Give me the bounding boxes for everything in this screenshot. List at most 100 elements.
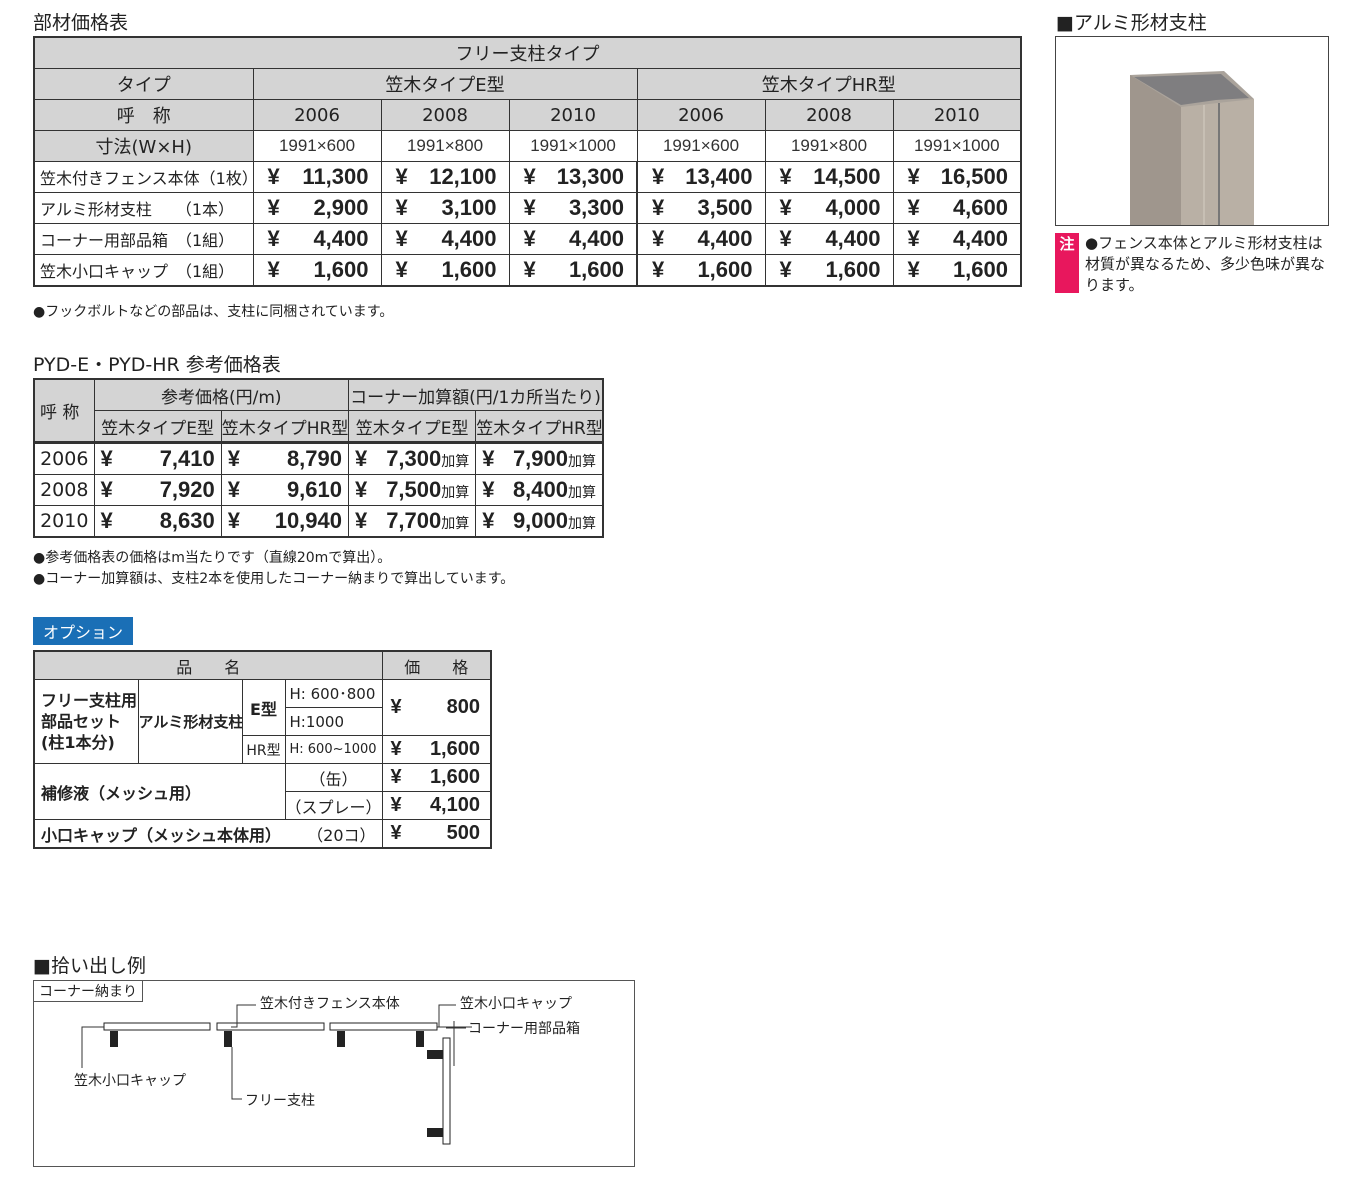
ref-hr: 笠木タイプHR型 (220, 410, 350, 443)
table-row: アルミ形材支柱 （1本） ¥2,900 ¥3,100 ¥3,300 ¥3,500 ¥4,0… (33, 192, 1022, 224)
ref-table: 呼 称参考価格(円/m) コーナー加算額(円/1カ所当たり) 笠木タイプE型 笠木タ… (33, 378, 604, 538)
main-note: ●フックボルトなどの部品は、支柱に同梱されています。 (33, 304, 394, 320)
price-cell: ¥1,600 (907, 257, 1009, 282)
corner-price: ¥8,400加算 (482, 477, 596, 502)
price-hr: ¥1,600 (390, 738, 480, 760)
table-row: コーナー用部品箱 （1組） ¥4,400 ¥4,400 ¥4,400 ¥4,400 ¥4,… (33, 223, 1022, 255)
ref-note-2: ●コーナー加算額は、支柱2本を使用したコーナー納まりで算出しています。 (33, 571, 515, 587)
corner-price: ¥7,900加算 (482, 446, 596, 471)
price-cell: ¥12,100 (395, 164, 497, 189)
price-cell: ¥4,600 (907, 195, 1009, 220)
corner-e: 笠木タイプE型 (347, 410, 477, 443)
price-cell: ¥1,600 (523, 257, 625, 282)
row-name: 2010 (33, 505, 95, 538)
label-cap-right: 笠木小口キャップ (460, 996, 572, 1012)
price-cell: ¥1,600 (395, 257, 497, 282)
product-size: 1991×600 (636, 130, 766, 162)
row-label: アルミ形材支柱 （1本） (33, 192, 254, 224)
product-size: 1991×1000 (892, 130, 1022, 162)
price-cell: ¥13,400 (652, 164, 753, 189)
post-image (1055, 36, 1329, 226)
ref-price: ¥8,790 (227, 446, 342, 471)
price-cell: ¥3,100 (395, 195, 497, 220)
diagram-box: コーナー納まり 笠木付きフェンス本体 笠木小口キャップ コーナー用部品箱 笠木小… (33, 980, 635, 1167)
h-name: 品 名 (33, 650, 383, 680)
price-cell: ¥4,400 (267, 226, 369, 251)
row-name: 2006 (33, 442, 95, 475)
side-title: ■アルミ形材支柱 (1056, 12, 1207, 34)
aluminum-post-illustration (1130, 71, 1254, 225)
corner-hr: 笠木タイプHR型 (475, 410, 604, 443)
price-cell: ¥1,600 (652, 257, 753, 282)
price-table: フリー支柱タイプ タイプ 笠木タイプE型 笠木タイプHR型 呼 称 2006 2008 2… (33, 36, 1022, 287)
corner-price: ¥7,300加算 (355, 446, 470, 471)
cap-qty: （20コ） (285, 819, 383, 849)
label-corner-box: コーナー用部品箱 (468, 1021, 580, 1037)
e-label: E型 (241, 679, 286, 736)
corner-price: ¥9,000加算 (482, 508, 596, 533)
product-name: 2010 (892, 99, 1022, 131)
box-label: コーナー納まり (34, 981, 143, 1002)
caption: フリー支柱タイプ (33, 36, 1022, 69)
price-cell: ¥4,400 (907, 226, 1009, 251)
table-row: 笠木小口キャップ （1組） ¥1,600 ¥1,600 ¥1,600 ¥1,600 ¥1,… (33, 254, 1022, 287)
ref-price: ¥8,630 (100, 508, 215, 533)
label-post: フリー支柱 (245, 1093, 315, 1109)
ref-title: PYD-E・PYD-HR 参考価格表 (33, 354, 281, 376)
h1: H: 600･800 (284, 679, 383, 708)
price-cell: ¥4,400 (652, 226, 753, 251)
cap-label: 小口キャップ（メッシュ本体用） (33, 819, 285, 849)
price-cell: ¥13,300 (523, 164, 625, 189)
repair-label: 補修液（メッシュ用） (33, 763, 285, 820)
hr-label: HR型 (241, 735, 286, 764)
corner-price: ¥7,500加算 (355, 477, 470, 502)
name-label: 呼 称 (33, 99, 254, 131)
price-cell: ¥2,900 (267, 195, 369, 220)
type-label: タイプ (33, 68, 254, 100)
price-cell: ¥4,400 (523, 226, 625, 251)
table-row: 笠木付きフェンス本体（1枚） ¥11,300 ¥12,100 ¥13,300 ¥13,4… (33, 161, 1022, 193)
ref-price: ¥9,610 (227, 477, 342, 502)
row-label: 笠木付きフェンス本体（1枚） (33, 161, 254, 193)
product-size: 1991×800 (380, 130, 510, 162)
price-can: ¥1,600 (390, 766, 480, 788)
price-cell: ¥11,300 (267, 164, 369, 189)
price-cell: ¥16,500 (907, 164, 1009, 189)
corner-price: ¥7,700加算 (355, 508, 470, 533)
ref-price: ¥10,940 (227, 508, 342, 533)
can: （缶） (284, 763, 383, 792)
option-tag: オプション (33, 617, 134, 645)
row-label: 笠木小口キャップ （1組） (33, 254, 254, 287)
ref-price: ¥7,920 (100, 477, 215, 502)
product-size: 1991×600 (252, 130, 382, 162)
ref-name-label: 呼 称 (33, 378, 95, 443)
product-name: 2008 (764, 99, 894, 131)
ref-price-header: 参考価格(円/m) (93, 378, 349, 411)
e-type: 笠木タイプE型 (252, 68, 638, 100)
h2: H:1000 (284, 707, 383, 736)
product-name: 2006 (252, 99, 382, 131)
product-size: 1991×800 (764, 130, 894, 162)
note-mark: 注 (1055, 233, 1079, 293)
hr-type: 笠木タイプHR型 (636, 68, 1022, 100)
label-cap-left: 笠木小口キャップ (74, 1073, 186, 1089)
price-cell: ¥4,400 (779, 226, 881, 251)
price-cell: ¥1,600 (779, 257, 881, 282)
table-row: 2008 ¥7,920 ¥9,610 ¥7,500加算 ¥8,400加算 (33, 474, 604, 506)
size-label: 寸法(W×H) (33, 130, 254, 162)
spray: （スプレー） (284, 791, 383, 820)
price-cell: ¥1,600 (267, 257, 369, 282)
price-cell: ¥4,400 (395, 226, 497, 251)
option-table: 品 名価 格 フリー支柱用 部品セット (柱1本分) アルミ形材支柱 E型 H: 60… (33, 650, 492, 849)
ref-e: 笠木タイプE型 (93, 410, 222, 443)
row-name: 2008 (33, 474, 95, 506)
price-cell: ¥3,300 (523, 195, 625, 220)
side-note: ●フェンス本体とアルミ形材支柱は材質が異なるため、多少色味が異なります。 (1085, 234, 1326, 294)
price-cap: ¥500 (390, 822, 480, 844)
price-cell: ¥14,500 (779, 164, 881, 189)
price-cell: ¥4,000 (779, 195, 881, 220)
diagram-title: ■拾い出し例 (33, 955, 146, 977)
table-row: 2010 ¥8,630 ¥10,940 ¥7,700加算 ¥9,000加算 (33, 505, 604, 538)
label-fence: 笠木付きフェンス本体 (260, 996, 400, 1012)
ref-price: ¥7,410 (100, 446, 215, 471)
